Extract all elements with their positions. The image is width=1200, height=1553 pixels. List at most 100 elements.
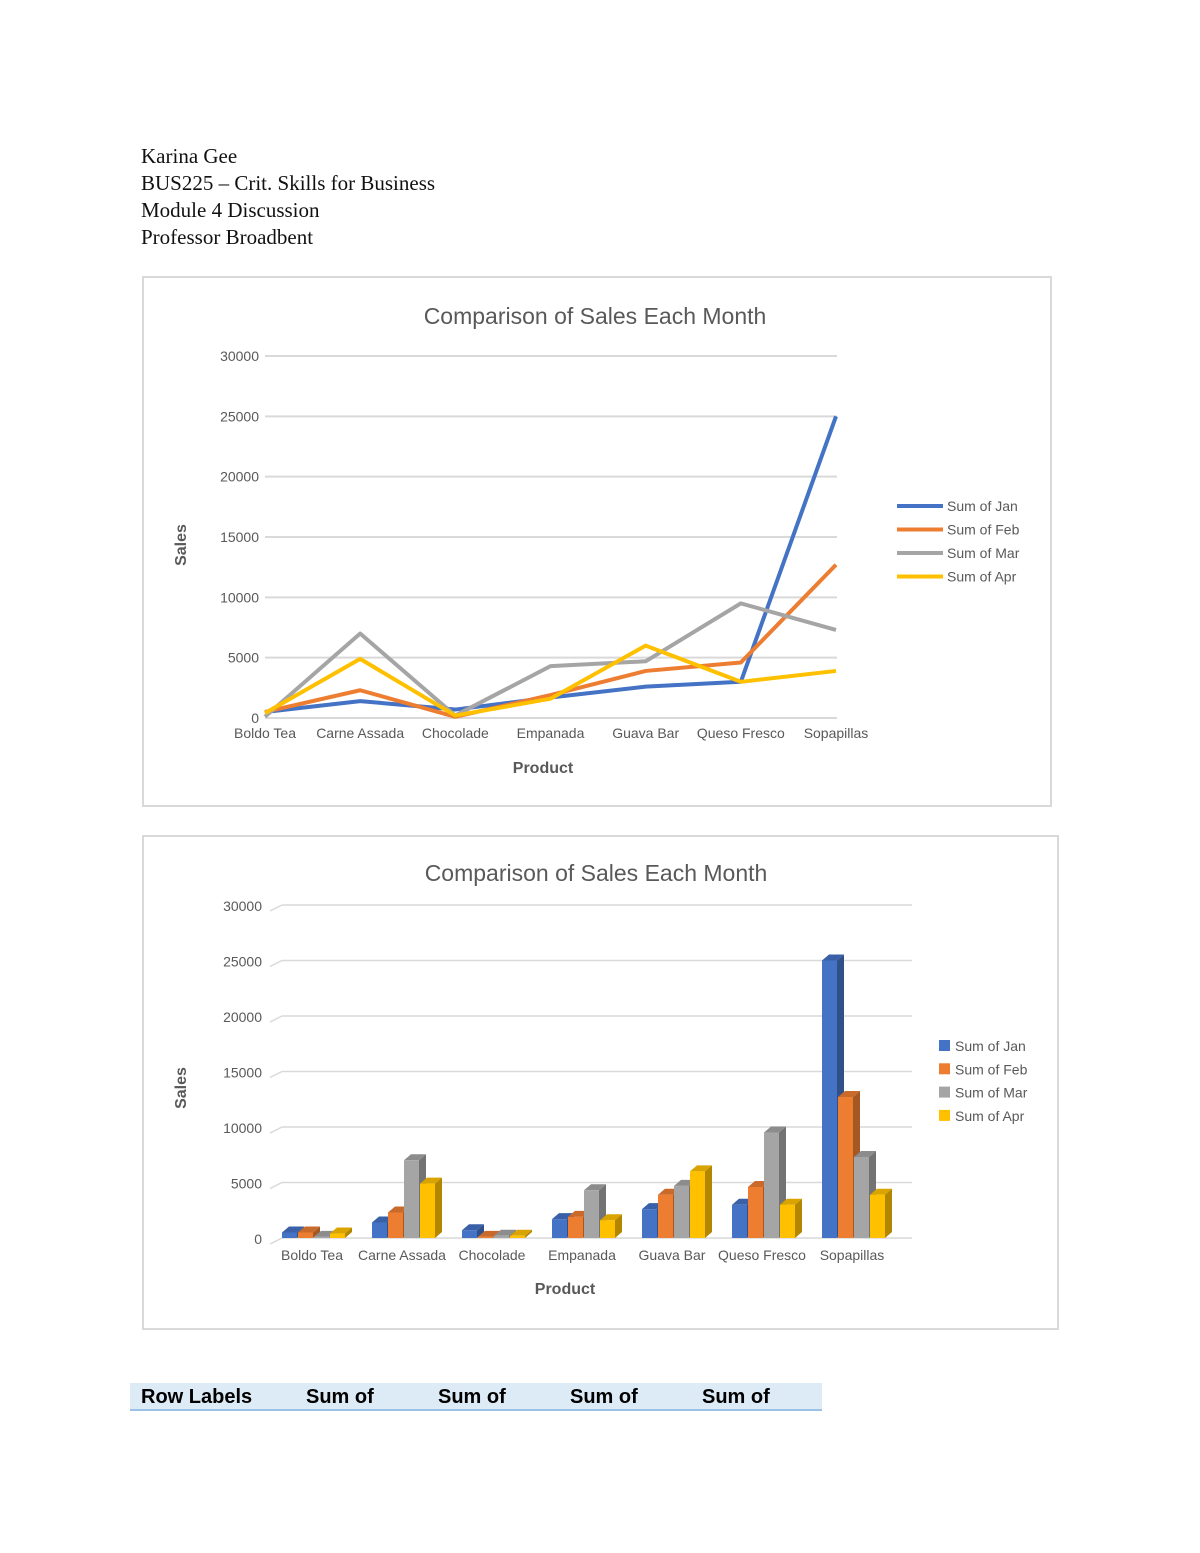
x-tick-label: Empanada (548, 1247, 616, 1263)
course-name: BUS225 – Crit. Skills for Business (141, 171, 436, 195)
legend-label: Sum of Jan (955, 1038, 1026, 1054)
x-tick-label: Empanada (517, 725, 585, 741)
bar-sum-of-jan (642, 1209, 657, 1238)
bar-sum-of-mar (404, 1160, 419, 1238)
bar-top (282, 1226, 304, 1233)
bar-sum-of-feb (748, 1186, 763, 1238)
bar-top (870, 1188, 892, 1195)
x-tick-label: Carne Assada (358, 1247, 446, 1263)
y-tick-label: 30000 (223, 898, 262, 914)
x-tick-label: Boldo Tea (281, 1247, 343, 1263)
header-sum-jan[interactable]: Sum of (306, 1386, 374, 1408)
x-tick-label: Sopapillas (820, 1247, 885, 1263)
bar-top (854, 1150, 876, 1157)
y-tick-label: 10000 (220, 589, 259, 605)
bar-top (298, 1226, 320, 1233)
legend-label: Sum of Apr (947, 569, 1017, 585)
bar-sum-of-apr (420, 1183, 435, 1238)
y-tick-label: 15000 (220, 529, 259, 545)
y-tick-label: 25000 (223, 954, 262, 970)
y-tick-label: 20000 (223, 1009, 262, 1025)
legend-label: Sum of Feb (947, 522, 1020, 538)
bar-sum-of-feb (838, 1097, 853, 1238)
legend-label: Sum of Feb (955, 1061, 1028, 1077)
pivot-table-header: Row Labels Sum of Sum of Sum of Sum of (130, 1383, 822, 1411)
bar-sum-of-mar (584, 1190, 599, 1238)
bar-sum-of-mar (854, 1156, 869, 1238)
bar-top (780, 1198, 802, 1205)
legend-swatch (939, 1086, 950, 1098)
bar-top (600, 1214, 622, 1221)
gridline-depth (269, 1181, 283, 1190)
bar-chart-ylabel: Sales (173, 1067, 190, 1109)
bar-sum-of-jan (462, 1230, 477, 1238)
bar-sum-of-mar (494, 1235, 509, 1238)
assignment-name: Module 4 Discussion (141, 198, 320, 222)
x-tick-label: Boldo Tea (234, 725, 296, 741)
y-tick-label: 5000 (228, 650, 259, 666)
bar-side (435, 1177, 442, 1238)
bar-top (494, 1229, 516, 1236)
x-tick-label: Guava Bar (639, 1247, 706, 1263)
line-chart-ylabel: Sales (173, 524, 190, 566)
y-tick-label: 25000 (220, 408, 259, 424)
bar-top (822, 954, 844, 961)
y-tick-label: 5000 (231, 1176, 262, 1192)
bar-sum-of-mar (314, 1236, 329, 1238)
x-tick-label: Chocolade (459, 1247, 526, 1263)
bar-sum-of-feb (478, 1236, 493, 1238)
bar-sum-of-feb (658, 1194, 673, 1238)
header-row-labels[interactable]: Row Labels (141, 1386, 253, 1408)
bar-sum-of-jan (372, 1222, 387, 1238)
bar-chart-frame[interactable] (142, 835, 1059, 1330)
bar-top (420, 1177, 442, 1184)
bar-side (795, 1198, 802, 1238)
line-chart-title: Comparison of Sales Each Month (424, 303, 767, 329)
legend-label: Sum of Mar (955, 1085, 1028, 1101)
legend-swatch (939, 1040, 950, 1051)
bar-sum-of-feb (568, 1216, 583, 1238)
bar-side (477, 1224, 484, 1238)
bar-top (510, 1229, 532, 1236)
bar-sum-of-jan (732, 1204, 747, 1238)
bar-sum-of-jan (822, 960, 837, 1238)
bar-sum-of-apr (330, 1233, 345, 1238)
legend-label: Sum of Mar (947, 545, 1020, 561)
y-tick-label: 20000 (220, 469, 259, 485)
professor-name: Professor Broadbent (141, 225, 314, 249)
legend-swatch (939, 1109, 950, 1121)
x-tick-label: Queso Fresco (718, 1247, 806, 1263)
bar-chart-title: Comparison of Sales Each Month (425, 860, 768, 886)
bar-sum-of-mar (674, 1185, 689, 1238)
bar-side (313, 1226, 320, 1238)
header-sum-mar[interactable]: Sum of (570, 1386, 638, 1408)
bar-top (690, 1165, 712, 1172)
bar-sum-of-feb (298, 1232, 313, 1238)
header-sum-feb[interactable]: Sum of (438, 1386, 506, 1408)
bar-top (404, 1154, 426, 1161)
bar-chart-xlabel: Product (535, 1281, 596, 1298)
bar-sum-of-apr (780, 1204, 795, 1238)
bar-top (330, 1227, 352, 1234)
y-tick-label: 15000 (223, 1065, 262, 1081)
bar-sum-of-feb (388, 1212, 403, 1238)
x-tick-label: Queso Fresco (697, 725, 785, 741)
x-tick-label: Sopapillas (804, 725, 869, 741)
x-tick-label: Chocolade (422, 725, 489, 741)
bar-sum-of-mar (764, 1132, 779, 1238)
x-tick-label: Guava Bar (612, 725, 679, 741)
bar-side (525, 1229, 532, 1238)
gridline-depth (269, 904, 283, 912)
bar-sum-of-apr (600, 1220, 615, 1238)
legend-label: Sum of Apr (955, 1108, 1025, 1124)
legend-label: Sum of Jan (947, 498, 1018, 514)
header-sum-apr[interactable]: Sum of (702, 1386, 770, 1408)
bar-top (462, 1224, 484, 1231)
legend-swatch (939, 1063, 950, 1075)
gridline-depth (269, 1015, 283, 1023)
bar-side (885, 1188, 892, 1238)
line-chart-xlabel: Product (513, 760, 574, 777)
author-name: Karina Gee (141, 144, 238, 168)
gridline-depth (269, 1070, 283, 1079)
